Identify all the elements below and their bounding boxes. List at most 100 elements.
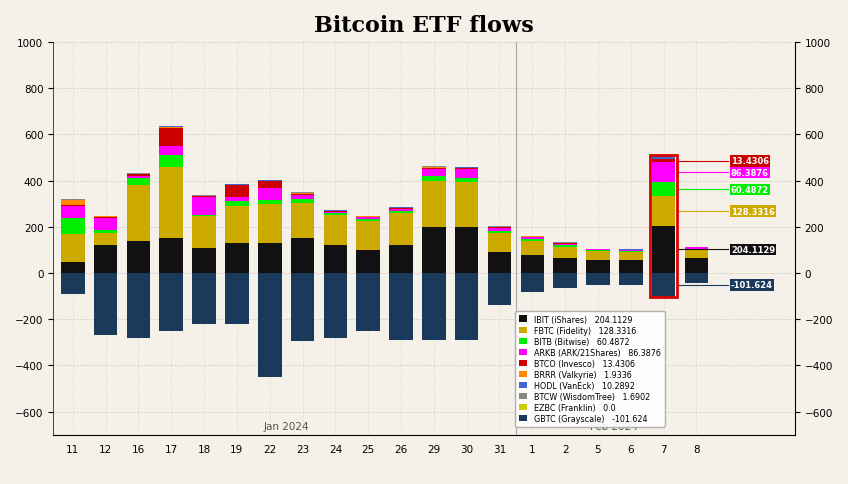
Bar — [291, 273, 315, 342]
Bar — [291, 193, 315, 194]
Bar — [422, 176, 446, 182]
Bar — [652, 197, 675, 227]
Bar — [225, 186, 248, 197]
Bar — [192, 197, 216, 198]
Bar — [619, 261, 643, 273]
Bar — [324, 246, 347, 273]
Bar — [61, 200, 85, 201]
Bar — [258, 273, 282, 377]
Bar — [652, 183, 675, 197]
Bar — [619, 250, 643, 251]
Bar — [356, 222, 380, 250]
Bar — [126, 174, 150, 175]
Bar — [258, 181, 282, 182]
Bar — [225, 202, 248, 207]
Bar — [225, 243, 248, 273]
Bar — [652, 157, 675, 160]
Bar — [291, 194, 315, 195]
Bar — [554, 258, 577, 273]
Bar — [455, 273, 478, 340]
Bar — [94, 246, 117, 273]
Bar — [586, 252, 610, 261]
Bar — [455, 227, 478, 273]
Bar — [291, 239, 315, 273]
Bar — [324, 212, 347, 213]
Bar — [225, 197, 248, 202]
Bar — [192, 248, 216, 273]
Bar — [652, 160, 675, 163]
Bar — [488, 228, 511, 232]
Bar — [258, 243, 282, 273]
Bar — [521, 238, 544, 240]
Bar — [652, 163, 675, 183]
Bar — [61, 262, 85, 273]
Bar — [126, 241, 150, 273]
Bar — [61, 201, 85, 206]
Bar — [61, 273, 85, 294]
Bar — [356, 217, 380, 218]
Bar — [488, 253, 511, 273]
Bar — [389, 209, 413, 210]
Bar — [258, 182, 282, 189]
Bar — [521, 240, 544, 241]
Bar — [258, 200, 282, 204]
Bar — [422, 227, 446, 273]
Bar — [521, 255, 544, 273]
Bar — [684, 249, 708, 250]
Bar — [291, 203, 315, 239]
Bar — [61, 206, 85, 207]
Bar — [94, 231, 117, 233]
Text: 128.3316: 128.3316 — [731, 207, 775, 216]
Bar — [159, 128, 183, 147]
Bar — [126, 179, 150, 186]
Bar — [422, 169, 446, 176]
Bar — [126, 176, 150, 179]
Bar — [225, 273, 248, 324]
Bar — [94, 218, 117, 231]
Bar — [586, 261, 610, 273]
Bar — [389, 246, 413, 273]
Bar — [619, 252, 643, 261]
Bar — [455, 178, 478, 182]
Text: 60.4872: 60.4872 — [731, 185, 769, 195]
Bar — [61, 218, 85, 234]
Bar — [586, 250, 610, 251]
Bar — [159, 273, 183, 331]
Bar — [422, 168, 446, 169]
Bar — [324, 216, 347, 246]
Bar — [94, 217, 117, 218]
Bar — [159, 156, 183, 167]
Bar — [554, 273, 577, 288]
Bar — [159, 167, 183, 239]
Text: Jan 2024: Jan 2024 — [264, 422, 309, 431]
Bar — [258, 189, 282, 200]
Text: 86.3876: 86.3876 — [731, 168, 769, 178]
Bar — [554, 246, 577, 247]
Bar — [455, 168, 478, 169]
Bar — [126, 273, 150, 338]
Bar — [192, 273, 216, 324]
Bar — [619, 273, 643, 285]
Text: Feb 2024: Feb 2024 — [590, 422, 639, 431]
Legend: IBIT (iShares)   204.1129, FBTC (Fidelity)   128.3316, BITB (Bitwise)   60.4872,: IBIT (iShares) 204.1129, FBTC (Fidelity)… — [516, 311, 665, 427]
Bar — [356, 273, 380, 331]
Bar — [684, 273, 708, 284]
Bar — [94, 233, 117, 246]
Bar — [192, 217, 216, 248]
Bar — [61, 207, 85, 218]
Bar — [422, 182, 446, 227]
Bar — [488, 273, 511, 306]
Bar — [94, 273, 117, 336]
Title: Bitcoin ETF flows: Bitcoin ETF flows — [314, 15, 534, 37]
Bar — [554, 244, 577, 246]
Bar — [389, 212, 413, 213]
Bar — [422, 273, 446, 340]
Bar — [291, 200, 315, 203]
Bar — [126, 186, 150, 241]
Bar — [652, 273, 675, 297]
Bar — [159, 147, 183, 156]
Bar — [652, 227, 675, 273]
Bar — [422, 167, 446, 168]
Bar — [192, 215, 216, 217]
Bar — [455, 169, 478, 178]
